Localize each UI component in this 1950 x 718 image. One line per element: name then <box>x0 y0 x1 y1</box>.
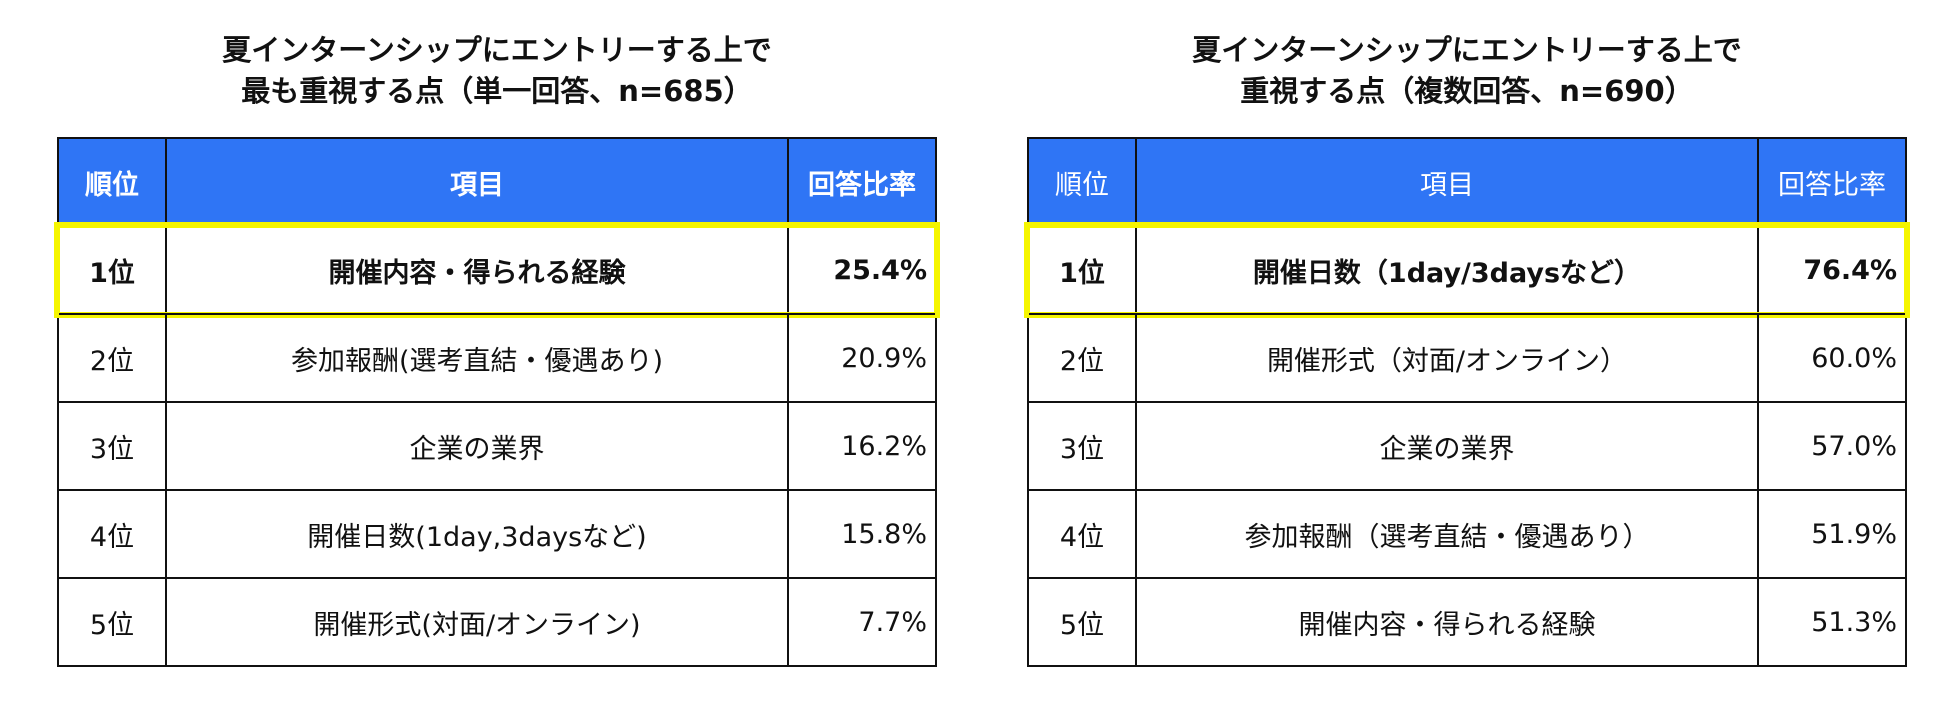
multiple-answer-table: 順位 項目 回答比率 1位 開催日数（1day/3daysなど） 76.4% 2… <box>1024 137 1910 667</box>
title-line-1: 夏インターンシップにエントリーする上で <box>222 33 772 67</box>
rank-cell: 3位 <box>1029 403 1137 489</box>
rate-cell: 51.3% <box>1811 606 1897 638</box>
header-rank: 順位 <box>59 139 167 225</box>
rate-cell: 76.4% <box>1803 254 1897 286</box>
item-cell: 開催日数(1day,3daysなど) <box>167 491 789 577</box>
single-answer-panel: 夏インターンシップにエントリーする上で 最も重視する点（単一回答、n=685） … <box>54 0 940 667</box>
item-cell: 企業の業界 <box>1137 403 1759 489</box>
item-cell: 開催日数（1day/3daysなど） <box>1137 227 1759 313</box>
item-cell: 開催内容・得られる経験 <box>167 227 789 313</box>
header-rate: 回答比率 <box>808 169 916 201</box>
rate-cell: 25.4% <box>833 254 927 286</box>
table-row-rank-4: 4位 開催日数(1day,3daysなど) 15.8% <box>59 489 935 577</box>
item-cell: 企業の業界 <box>167 403 789 489</box>
table-row-rank-3: 3位 企業の業界 57.0% <box>1029 401 1905 489</box>
multiple-answer-title: 夏インターンシップにエントリーする上で 重視する点（複数回答、n=690） <box>1027 0 1907 108</box>
rank-cell: 1位 <box>59 227 167 313</box>
table-header-row: 順位 項目 回答比率 <box>59 137 935 225</box>
rank-cell: 2位 <box>1029 315 1137 401</box>
rate-cell: 51.9% <box>1811 518 1897 550</box>
multiple-answer-panel: 夏インターンシップにエントリーする上で 重視する点（複数回答、n=690） 順位… <box>1024 0 1910 667</box>
rate-cell: 7.7% <box>858 606 927 638</box>
rank-cell: 4位 <box>59 491 167 577</box>
table-row-rank-3: 3位 企業の業界 16.2% <box>59 401 935 489</box>
item-cell: 開催形式（対面/オンライン） <box>1137 315 1759 401</box>
item-cell: 開催形式(対面/オンライン) <box>167 579 789 665</box>
rank-cell: 5位 <box>59 579 167 665</box>
table-row-rank-2: 2位 参加報酬(選考直結・優遇あり) 20.9% <box>59 313 935 401</box>
item-cell: 参加報酬(選考直結・優遇あり) <box>167 315 789 401</box>
table-row-rank-5: 5位 開催形式(対面/オンライン) 7.7% <box>59 577 935 665</box>
rank-cell: 5位 <box>1029 579 1137 665</box>
rank-cell: 4位 <box>1029 491 1137 577</box>
item-cell: 参加報酬（選考直結・優遇あり） <box>1137 491 1759 577</box>
title-line-2: 重視する点（複数回答、n=690） <box>1240 74 1694 108</box>
rate-cell: 57.0% <box>1811 430 1897 462</box>
table-row-rank-1: 1位 開催内容・得られる経験 25.4% <box>54 222 940 318</box>
single-answer-table: 順位 項目 回答比率 1位 開催内容・得られる経験 25.4% 2位 参加報酬(… <box>54 137 940 667</box>
title-line-2: 最も重視する点（単一回答、n=685） <box>241 74 753 108</box>
header-rank: 順位 <box>1029 139 1137 225</box>
single-answer-title: 夏インターンシップにエントリーする上で 最も重視する点（単一回答、n=685） <box>57 0 937 108</box>
title-line-1: 夏インターンシップにエントリーする上で <box>1192 33 1742 67</box>
rate-cell: 60.0% <box>1811 342 1897 374</box>
table-row-rank-5: 5位 開催内容・得られる経験 51.3% <box>1029 577 1905 665</box>
rank-cell: 3位 <box>59 403 167 489</box>
item-cell: 開催内容・得られる経験 <box>1137 579 1759 665</box>
table-row-rank-1: 1位 開催日数（1day/3daysなど） 76.4% <box>1024 222 1910 318</box>
header-item: 項目 <box>167 139 789 225</box>
table-row-rank-4: 4位 参加報酬（選考直結・優遇あり） 51.9% <box>1029 489 1905 577</box>
header-rate: 回答比率 <box>1778 169 1886 201</box>
table-header-row: 順位 項目 回答比率 <box>1029 137 1905 225</box>
table-row-rank-2: 2位 開催形式（対面/オンライン） 60.0% <box>1029 313 1905 401</box>
rate-cell: 16.2% <box>841 430 927 462</box>
header-item: 項目 <box>1137 139 1759 225</box>
rank-cell: 1位 <box>1029 227 1137 313</box>
rate-cell: 20.9% <box>841 342 927 374</box>
rank-cell: 2位 <box>59 315 167 401</box>
rate-cell: 15.8% <box>841 518 927 550</box>
